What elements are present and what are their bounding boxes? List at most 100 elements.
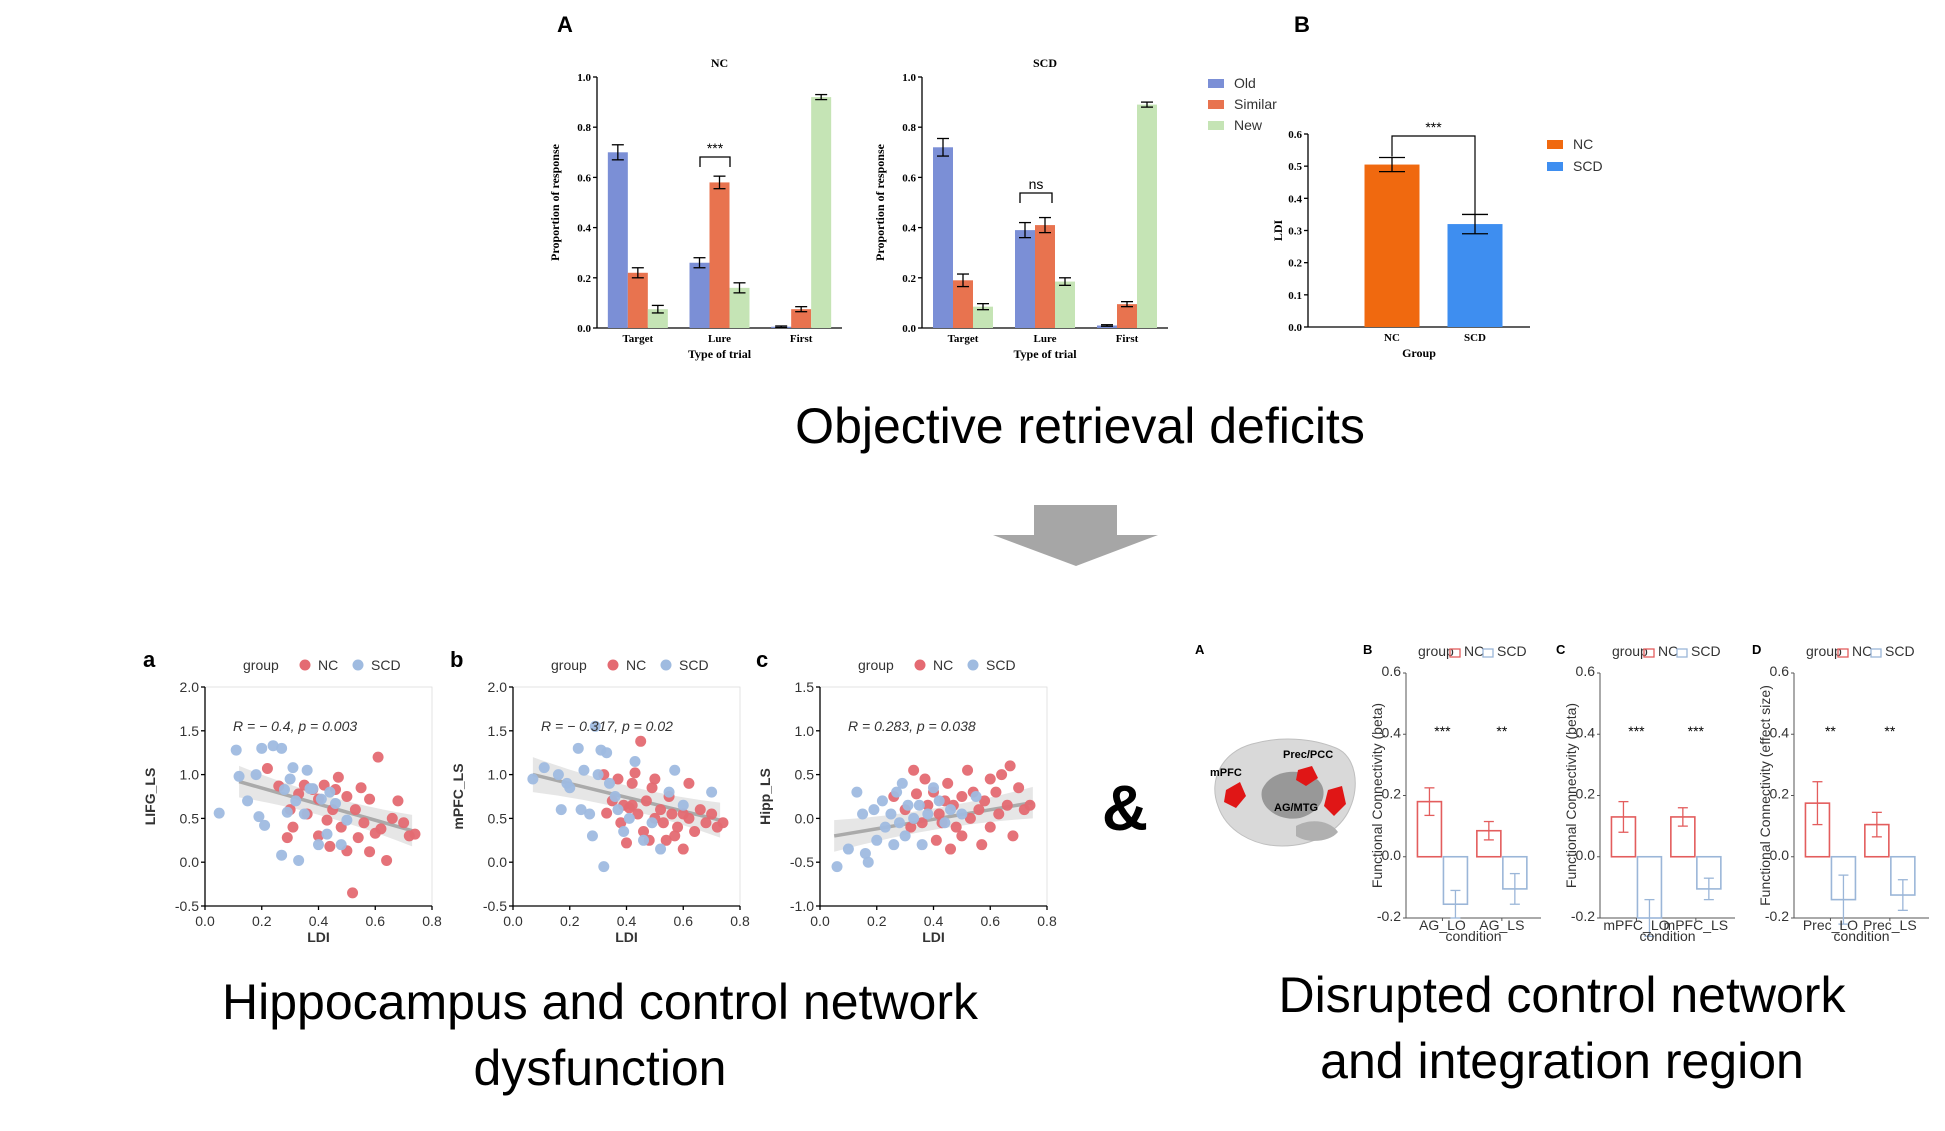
point-scd	[899, 830, 911, 842]
point-nc	[347, 887, 359, 899]
y-axis-title: Functional Connectivity (effect size)	[1757, 685, 1773, 906]
x-tick-label-first: First	[790, 333, 813, 345]
point-scd	[589, 720, 601, 732]
y-tick-label: -0.2	[1571, 908, 1595, 924]
legend-label-scd: SCD	[1885, 643, 1915, 659]
point-scd	[256, 742, 268, 754]
legend-title: group	[1612, 643, 1648, 659]
point-scd	[230, 744, 242, 756]
legend-title: group	[858, 657, 894, 673]
point-nc	[916, 817, 928, 829]
legend-label-nc: NC	[1658, 643, 1678, 659]
point-scd	[330, 798, 342, 810]
point-scd	[324, 786, 336, 798]
point-nc	[381, 854, 393, 866]
y-tick-label: 0.8	[577, 122, 591, 134]
caption-hippocampus-line2: dysfunction	[474, 1040, 727, 1096]
point-nc	[979, 795, 991, 807]
legend-label-nc: NC	[1573, 136, 1593, 152]
y-axis-title: Functional Connectivity (beta)	[1369, 703, 1385, 888]
point-nc	[635, 735, 647, 747]
roi-prec-pcc	[1296, 766, 1318, 786]
legend-swatch-old	[1208, 79, 1224, 88]
point-nc	[930, 834, 942, 846]
point-nc	[706, 808, 718, 820]
bar-new-lure	[729, 287, 750, 328]
point-scd	[669, 764, 681, 776]
x-tick-label-mpfc_lo: mPFC_LO	[1603, 917, 1669, 933]
y-tick-label: 0.0	[1770, 847, 1790, 863]
point-nc	[996, 769, 1008, 781]
chart-title: NC	[711, 56, 728, 70]
x-tick-label: 0.0	[195, 913, 215, 929]
x-tick-label: 0.6	[674, 913, 694, 929]
point-scd	[885, 808, 897, 820]
roi-ag-mtg	[1324, 786, 1346, 816]
point-nc	[657, 817, 669, 829]
caption-disrupted-line1: Disrupted control network	[1279, 967, 1847, 1023]
x-tick-label: 0.4	[617, 913, 637, 929]
y-axis-title: LDI	[1271, 220, 1285, 242]
point-scd	[575, 804, 587, 816]
y-axis-title: Functional Connectivity (beta)	[1563, 703, 1579, 888]
point-scd	[281, 806, 293, 818]
legend-swatch-scd	[1870, 648, 1882, 658]
x-tick-label-target: Target	[948, 333, 979, 345]
x-tick-label-ag_ls: AG_LS	[1479, 917, 1524, 933]
point-scd	[538, 762, 550, 774]
point-nc	[640, 795, 652, 807]
point-scd	[242, 795, 254, 807]
significance-label: **	[1825, 723, 1836, 739]
legend-swatch-scd	[967, 659, 979, 671]
point-scd	[341, 814, 353, 826]
y-tick-label: 2.0	[488, 679, 508, 695]
point-scd	[552, 769, 564, 781]
point-scd	[253, 811, 265, 823]
point-scd	[278, 783, 290, 795]
panel-letter-c: c	[756, 647, 768, 672]
y-tick-label: 1.0	[902, 72, 916, 84]
point-nc	[919, 773, 931, 785]
point-scd	[928, 782, 939, 794]
point-scd	[868, 804, 880, 816]
point-nc	[922, 799, 934, 811]
chart-nc-response: 0.0 0.2 0.4 0.6 0.8 1.0 Target Lure First NC Type …	[548, 56, 842, 361]
point-scd	[527, 773, 539, 785]
regression-line	[238, 779, 413, 833]
legend-label-scd: SCD	[986, 657, 1016, 673]
point-nc	[638, 826, 650, 838]
bar-old-lure	[1015, 230, 1035, 328]
point-nc	[1001, 799, 1013, 811]
point-scd	[933, 795, 945, 807]
point-scd	[584, 808, 596, 820]
point-nc	[962, 764, 974, 776]
y-tick-label: 0.5	[180, 810, 200, 826]
point-nc	[973, 804, 985, 816]
point-scd	[321, 828, 333, 840]
point-nc	[984, 773, 996, 785]
panel-letter-b: b	[450, 647, 463, 672]
point-scd	[888, 839, 900, 851]
x-axis-title: condition	[1445, 928, 1501, 944]
bar-similar-lure	[709, 182, 730, 328]
point-scd	[893, 817, 905, 829]
x-tick-label-prec_ls: Prec_LS	[1863, 917, 1917, 933]
brain-illustration: mPFC Prec/PCC AG/MTG	[1210, 738, 1356, 847]
bar-similar-first	[1117, 304, 1137, 328]
y-tick-label: 0.4	[1576, 724, 1596, 740]
bar-new-target	[973, 306, 993, 328]
y-tick-label: 0.2	[1576, 786, 1596, 802]
y-axis-title: Proportion of response	[873, 143, 887, 261]
x-axis-title: Type of trial	[688, 347, 752, 361]
significance-label: ***	[1425, 119, 1442, 135]
point-scd	[913, 799, 925, 811]
y-tick-label: 0.6	[577, 172, 591, 184]
point-scd	[638, 834, 650, 846]
x-axis-title: LDI	[922, 929, 945, 945]
point-nc	[364, 846, 376, 858]
x-axis-title: LDI	[307, 929, 330, 945]
legend-swatch-nc	[299, 659, 311, 671]
x-axis-title: Group	[1402, 346, 1436, 360]
y-tick-label: 1.0	[488, 767, 508, 783]
